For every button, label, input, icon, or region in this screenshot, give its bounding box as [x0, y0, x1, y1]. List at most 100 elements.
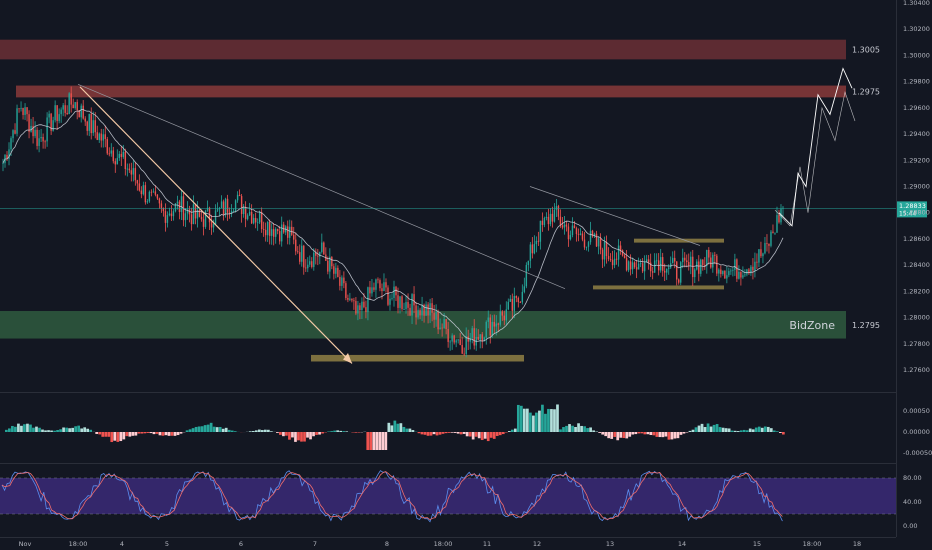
histogram-bar [375, 432, 379, 450]
candle-body [18, 108, 20, 110]
candle-body [565, 224, 568, 227]
candle-body [676, 261, 678, 280]
candle-body [684, 257, 686, 261]
histogram-bar [676, 432, 680, 439]
candle-body [144, 185, 147, 203]
histogram-bar [501, 432, 505, 435]
candle-body [581, 233, 584, 240]
candle-body [421, 304, 423, 316]
histogram-bar [456, 432, 460, 434]
candle-body [8, 149, 10, 159]
histogram-bar [580, 425, 583, 432]
candle-body [698, 261, 700, 274]
histogram-bar [309, 432, 312, 440]
histogram-bar [74, 426, 77, 432]
candle-body [88, 113, 90, 131]
histogram-bar [98, 432, 102, 435]
candle-body [90, 113, 92, 134]
histogram-bar [468, 432, 472, 437]
histogram-bar [712, 424, 716, 432]
candle-body [537, 240, 540, 242]
candle-body [291, 226, 293, 235]
candle-body [357, 305, 359, 314]
histogram-bar [682, 432, 686, 434]
candle-body [477, 336, 479, 340]
candle-body [774, 232, 776, 234]
candle-body [40, 137, 42, 139]
histogram-bar [128, 432, 132, 437]
trend-line [77, 83, 566, 290]
histogram-bar [215, 427, 219, 432]
histogram-bar [513, 428, 517, 432]
histogram-bar [179, 432, 183, 434]
histogram-bar [224, 427, 228, 432]
candle-body [704, 265, 706, 267]
candle-body [38, 138, 40, 146]
candle-body [527, 260, 530, 265]
histogram-bar [610, 432, 614, 439]
candle-body [60, 109, 62, 115]
candle-body [758, 249, 760, 263]
histogram-bar [559, 429, 562, 432]
histogram-bar [68, 428, 71, 432]
stochastic-panel[interactable] [0, 470, 896, 523]
candle-body [274, 228, 277, 237]
histogram-bar [775, 431, 779, 432]
time-tick-label: 18:00 [803, 540, 822, 548]
candle-body [571, 225, 574, 236]
histogram-bar [607, 432, 611, 439]
candle-body [2, 163, 4, 164]
histogram-bar [562, 427, 565, 432]
candle-body [706, 249, 708, 267]
candle-body [539, 220, 542, 242]
candle-body [62, 105, 64, 110]
candle-body [718, 269, 720, 274]
candle-body [397, 295, 399, 308]
candle-body [519, 301, 522, 303]
histogram-bar [760, 427, 764, 432]
histogram-bar [381, 432, 385, 450]
candle-body [367, 287, 369, 313]
histogram-bar [417, 432, 421, 434]
candle-body [599, 238, 602, 250]
candle-body [655, 260, 658, 262]
time-tick-label: 18 [853, 540, 861, 548]
histogram-bar [444, 432, 448, 434]
histogram-bar [11, 425, 14, 432]
histogram-bar [577, 423, 580, 432]
candle-body [569, 235, 572, 240]
histogram-bar [556, 404, 559, 432]
histogram-bar [357, 432, 361, 433]
candle-body [457, 339, 459, 341]
candle-body [623, 255, 626, 259]
histogram-bar [769, 428, 773, 432]
candle-body [714, 254, 716, 256]
histogram-bar [164, 432, 168, 436]
candle-body [720, 269, 722, 274]
candle-body [523, 286, 526, 292]
candle-body [240, 196, 243, 214]
time-tick-label: 8 [385, 540, 389, 548]
candle-body [216, 209, 219, 211]
histogram-bar [306, 432, 309, 438]
histogram-bar [778, 432, 782, 433]
histogram-bar [285, 432, 288, 436]
candle-body [266, 221, 269, 236]
candle-body [529, 244, 532, 261]
histogram-bar [221, 428, 225, 432]
candle-body [415, 305, 417, 318]
candle-body [317, 255, 319, 257]
projection-path [778, 67, 853, 227]
oscillator-panel[interactable] [5, 404, 785, 450]
candle-body [772, 231, 774, 233]
histogram-bar [423, 432, 427, 435]
histogram-bar [474, 432, 478, 437]
range-box [634, 238, 724, 243]
histogram-bar [233, 431, 237, 432]
candle-body [439, 327, 441, 330]
candle-body [417, 309, 419, 318]
candle-body [399, 296, 401, 308]
candle-body [176, 201, 179, 204]
